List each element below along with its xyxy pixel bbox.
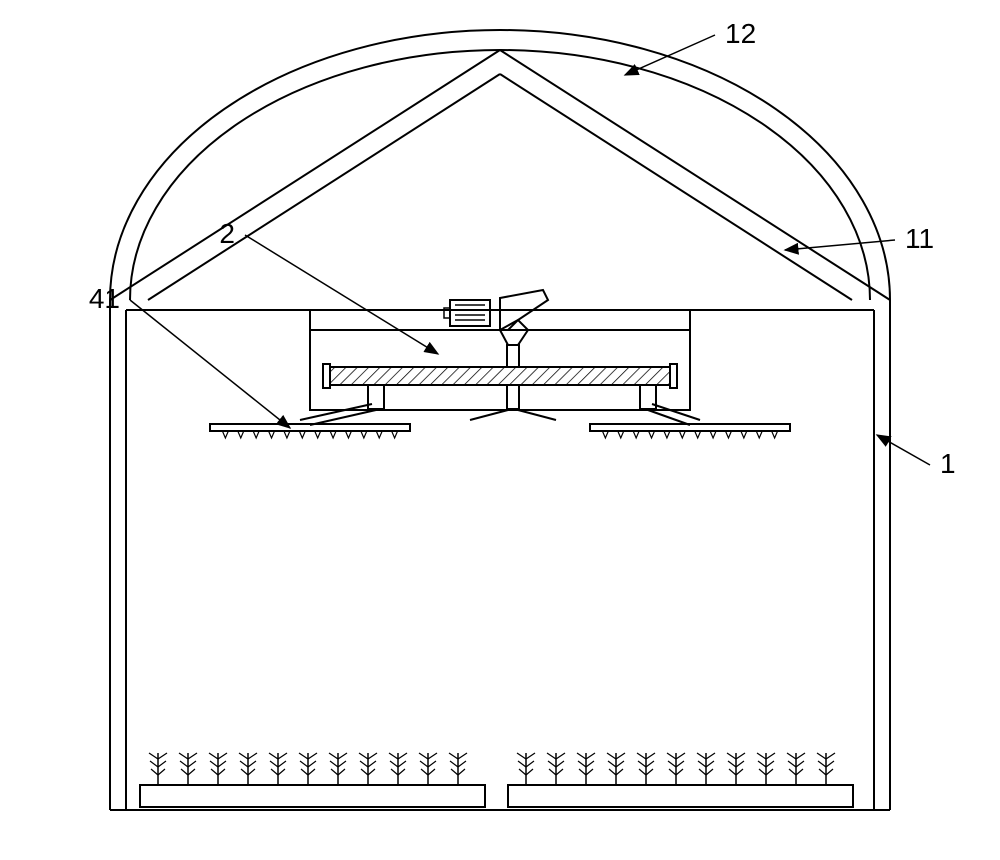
label-1: 1 (940, 448, 956, 479)
spray-head-right (590, 424, 790, 438)
motor (444, 300, 490, 326)
truss-left-inner (148, 74, 500, 300)
diagram-svg: 12241111 (0, 0, 1000, 860)
label-leader-41 (130, 300, 290, 428)
plant-bed-right (508, 753, 853, 807)
spray-head-left (210, 424, 410, 438)
truss-right-inner (500, 74, 852, 300)
label-2: 2 (219, 218, 235, 249)
spray-arm-center-l (470, 410, 508, 420)
label-leader-11 (785, 240, 895, 250)
bar-supports (368, 385, 656, 409)
dome-inner (130, 50, 870, 300)
dome-outer (110, 30, 890, 300)
spray-arm-right-2 (652, 404, 700, 420)
spray-arm-right (648, 410, 690, 425)
technical-diagram: 12241111 (0, 0, 1000, 860)
gearbox (490, 290, 548, 345)
label-41: 41 (89, 283, 120, 314)
spray-arm-center-r (518, 410, 556, 420)
label-11: 11 (905, 223, 934, 254)
label-leader-2 (245, 235, 438, 354)
spray-arm-left (310, 410, 376, 425)
plant-bed-left (140, 753, 485, 807)
label-12: 12 (725, 18, 756, 49)
label-leader-1 (877, 435, 930, 465)
